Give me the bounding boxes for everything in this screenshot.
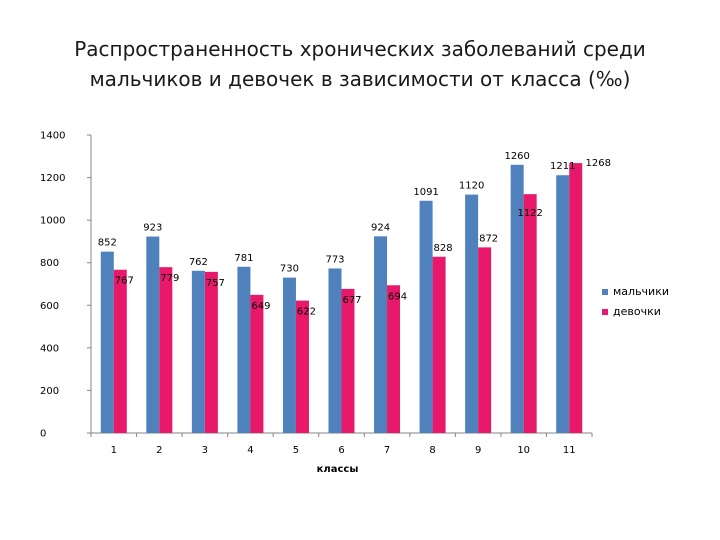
bar-girls (159, 267, 173, 433)
bar-boys (465, 194, 479, 433)
x-tick-label: 1 (111, 445, 117, 456)
data-label-girls: 872 (479, 233, 498, 244)
x-tick-label: 10 (517, 445, 530, 456)
chart-axes: 0 200 400 600 800 1000 1200 1400 1 2 3 4 5 6 7 8 9 10 11 кл… (40, 131, 593, 475)
x-axis-label: классы (317, 464, 359, 475)
chart-data-labels: 852 767 923 779 762 757 781 649 730 622 773 677 924 6… (98, 151, 611, 318)
bar-boys (191, 270, 205, 433)
legend-label-girls: девочки (613, 305, 661, 318)
x-tick-label: 9 (475, 445, 481, 456)
chart-title-line-1: Распространенность хронических заболеван… (74, 37, 646, 61)
data-label-girls: 1122 (517, 208, 542, 219)
chart-title: Распространенность хронических заболеван… (40, 34, 680, 94)
y-tick-label: 1200 (40, 173, 65, 184)
bar-girls (250, 294, 264, 433)
data-label-boys: 1120 (459, 181, 484, 192)
data-label-boys: 924 (371, 222, 390, 233)
data-label-girls: 622 (297, 307, 316, 318)
data-label-girls: 677 (342, 295, 361, 306)
bar-boys (510, 164, 524, 434)
chart-legend: мальчики девочки (602, 285, 669, 318)
x-tick-label: 2 (156, 445, 162, 456)
bar-girls (341, 288, 355, 433)
bar-boys (282, 277, 296, 433)
bar-boys (374, 236, 388, 433)
data-label-boys: 1260 (504, 151, 529, 162)
data-label-girls: 767 (115, 276, 134, 287)
data-label-boys: 1211 (550, 161, 575, 172)
data-label-boys: 773 (325, 254, 344, 265)
data-label-girls: 757 (206, 278, 225, 289)
bar-boys (556, 175, 570, 434)
x-tick-label: 5 (293, 445, 299, 456)
data-label-boys: 730 (280, 264, 299, 275)
legend-label-boys: мальчики (613, 285, 669, 298)
bar-boys (100, 251, 114, 433)
y-tick-label: 0 (40, 429, 46, 440)
bar-girls (387, 285, 401, 433)
y-tick-label: 600 (40, 301, 59, 312)
data-label-boys: 923 (143, 223, 162, 234)
data-label-boys: 762 (189, 257, 208, 268)
data-label-girls: 1268 (586, 158, 611, 169)
bar-girls (204, 271, 218, 433)
bar-boys (419, 200, 433, 433)
bar-girls (295, 300, 309, 433)
y-tick-label: 1400 (40, 131, 65, 142)
y-tick-label: 200 (40, 386, 59, 397)
bar-girls (113, 269, 127, 433)
x-tick-label: 11 (563, 445, 576, 456)
legend-swatch-girls (602, 309, 608, 315)
x-tick-label: 7 (384, 445, 390, 456)
data-label-girls: 779 (160, 273, 179, 284)
legend-swatch-boys (602, 289, 608, 295)
x-tick-label: 8 (429, 445, 435, 456)
bar-girls (478, 247, 492, 433)
data-label-boys: 852 (98, 238, 117, 249)
y-tick-label: 400 (40, 343, 59, 354)
bar-boys (237, 266, 251, 433)
chart-title-line-2: мальчиков и девочек в зависимости от кла… (89, 67, 631, 91)
data-label-boys: 781 (234, 253, 253, 264)
x-tick-label: 3 (202, 445, 208, 456)
bar-girls (432, 256, 446, 433)
bar-boys (328, 268, 342, 433)
chart-bars (100, 163, 583, 434)
y-tick-label: 1000 (40, 216, 65, 227)
data-label-girls: 649 (251, 301, 270, 312)
bar-girls (523, 194, 537, 433)
y-tick-label: 800 (40, 258, 59, 269)
data-label-boys: 1091 (413, 187, 438, 198)
data-label-girls: 694 (388, 291, 407, 302)
bar-girls (569, 163, 583, 433)
x-tick-label: 4 (247, 445, 253, 456)
data-label-girls: 828 (434, 243, 453, 254)
x-tick-label: 6 (338, 445, 344, 456)
bar-boys (146, 236, 160, 433)
